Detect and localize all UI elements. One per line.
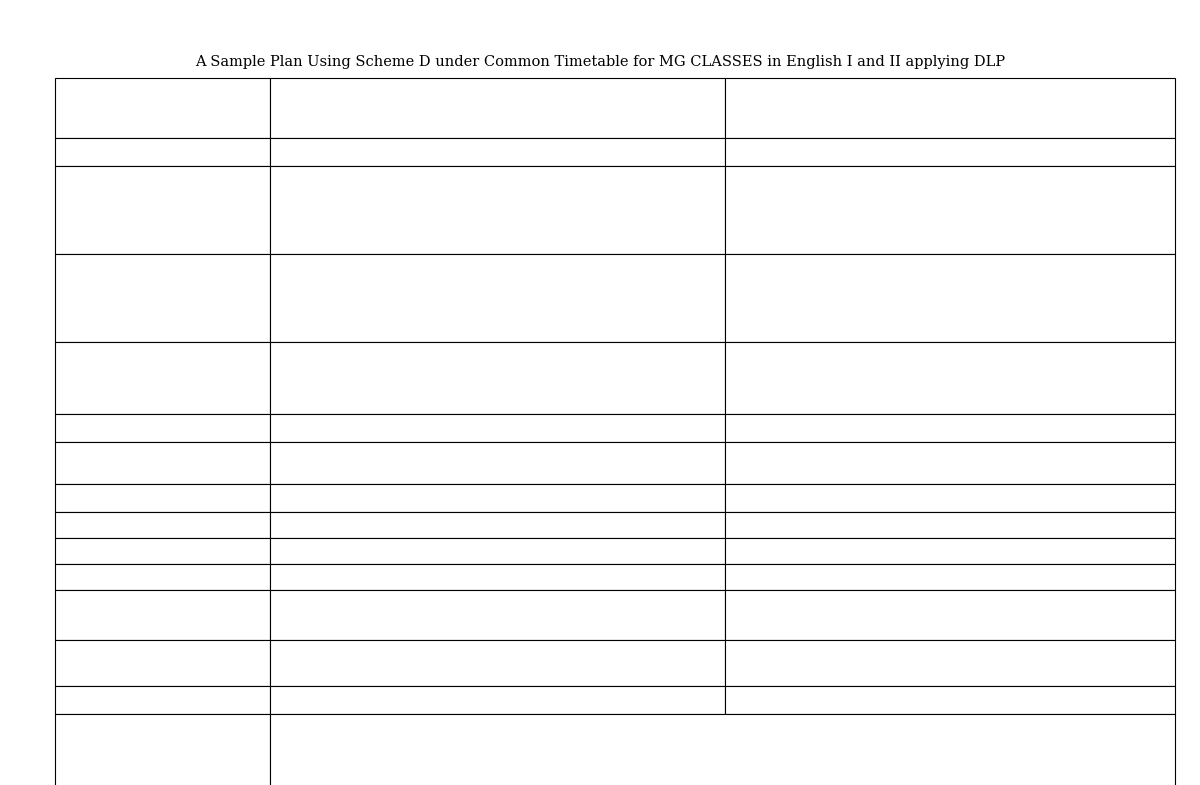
- Bar: [55, 138, 270, 166]
- Bar: [725, 138, 1175, 166]
- Bar: [55, 166, 270, 254]
- Bar: [725, 564, 1175, 590]
- Bar: [725, 414, 1175, 442]
- Text: 2. Learner’s Materials: 2. Learner’s Materials: [62, 545, 200, 558]
- Bar: [725, 590, 1175, 640]
- Bar: [725, 442, 1175, 484]
- Text: Identify cause and/or effects of events
EN2LC-IIIa-j-1.1: Identify cause and/or effects of events …: [732, 349, 971, 378]
- Bar: [725, 538, 1175, 564]
- Bar: [270, 512, 725, 538]
- Bar: [55, 686, 270, 714]
- Text: Pictures, Teacher -made worksheet/activity sheets: Pictures, Teacher -made worksheet/activi…: [732, 647, 1046, 660]
- Bar: [270, 414, 725, 442]
- Text: Additional Materials
from Learning Resource
(LR) portal: Additional Materials from Learning Resou…: [62, 597, 214, 642]
- Text: -correctly presents text elements through simple organizers to make inferences, : -correctly presents text elements throug…: [732, 261, 1200, 290]
- Text: 3. Textbooks:: 3. Textbooks:: [62, 571, 144, 584]
- Text: IV. PROCEDURES: IV. PROCEDURES: [62, 693, 182, 706]
- Text: C. Learning
Competencies
/ Objectives: C. Learning Competencies / Objectives: [62, 349, 158, 394]
- Bar: [725, 686, 1175, 714]
- Text: A. Reviewing previous
lesson or presenting the
new lesson: A. Reviewing previous lesson or presenti…: [62, 721, 214, 766]
- Bar: [55, 714, 270, 785]
- Bar: [270, 590, 725, 640]
- Text: Grade I: Grade I: [468, 101, 527, 115]
- Bar: [725, 512, 1175, 538]
- Text: -demonstrates understanding of story elements and text structures for effective : -demonstrates understanding of story ele…: [277, 173, 960, 202]
- Text: B. Performance
Standards: B. Performance Standards: [62, 261, 169, 290]
- Bar: [270, 166, 725, 254]
- Bar: [725, 484, 1175, 512]
- Bar: [55, 640, 270, 686]
- Bar: [270, 78, 725, 138]
- Text: I. OBJECTIVES: I. OBJECTIVES: [62, 145, 164, 158]
- Bar: [270, 484, 725, 512]
- Bar: [55, 414, 270, 442]
- Bar: [55, 342, 270, 414]
- Bar: [725, 78, 1175, 138]
- Bar: [725, 342, 1175, 414]
- Bar: [725, 640, 1175, 686]
- Bar: [270, 442, 725, 484]
- Bar: [270, 138, 725, 166]
- Text: II. CONTENT: II. CONTENT: [62, 421, 152, 434]
- Bar: [55, 590, 270, 640]
- Bar: [55, 564, 270, 590]
- Bar: [55, 254, 270, 342]
- Text: Identify cause and/or effects of events
EN1LC-IIIa-j-1.1: Identify cause and/or effects of events …: [277, 349, 515, 378]
- Text: Parts of the Lesson
Plan: Parts of the Lesson Plan: [91, 93, 233, 122]
- Bar: [270, 342, 725, 414]
- Bar: [55, 484, 270, 512]
- Text: What are the different emotions and feelings?
When do you feel sad? Why?
When do: What are the different emotions and feel…: [277, 721, 564, 785]
- Text: -correctly identifies elements of literary and informational texts to aid meanin: -correctly identifies elements of litera…: [277, 261, 1200, 274]
- Bar: [270, 564, 725, 590]
- Bar: [55, 78, 270, 138]
- Bar: [270, 254, 725, 342]
- Bar: [270, 640, 725, 686]
- Text: Grade II: Grade II: [918, 101, 983, 115]
- Bar: [270, 538, 725, 564]
- Text: A. Content Standards: A. Content Standards: [62, 173, 210, 186]
- Bar: [270, 714, 1175, 785]
- Bar: [55, 538, 270, 564]
- Bar: [55, 442, 270, 484]
- Bar: [725, 254, 1175, 342]
- Text: 1. Teacher’s Guide:: 1. Teacher’s Guide:: [62, 519, 182, 532]
- Text: -demonstrates understanding of text elements to see the relationship between kno: -demonstrates understanding of text elem…: [732, 173, 1200, 202]
- Bar: [725, 166, 1175, 254]
- Text: Pictures,  Teacher -made worksheet/activity sheets: Pictures, Teacher -made worksheet/activi…: [277, 647, 595, 660]
- Text: A. References: A. References: [62, 491, 157, 504]
- Text: III. LEARNING
RESORCES: III. LEARNING RESORCES: [62, 449, 164, 478]
- Text: B. Other Learning
Resources: B. Other Learning Resources: [62, 647, 187, 676]
- Bar: [55, 512, 270, 538]
- Bar: [270, 686, 725, 714]
- Text: A Sample Plan Using Scheme D under Common Timetable for MG CLASSES in English I : A Sample Plan Using Scheme D under Commo…: [194, 55, 1006, 69]
